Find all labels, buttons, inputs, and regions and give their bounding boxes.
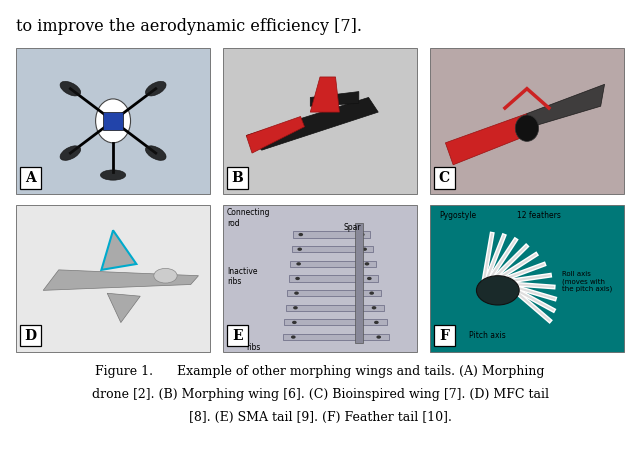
Ellipse shape (60, 81, 81, 96)
Text: [8]. (E) SMA tail [9]. (F) Feather tail [10].: [8]. (E) SMA tail [9]. (F) Feather tail … (189, 411, 451, 424)
Circle shape (362, 247, 367, 251)
Circle shape (367, 277, 372, 280)
Text: B: B (232, 171, 243, 185)
Bar (283, 334, 389, 340)
Ellipse shape (145, 81, 166, 96)
Bar (293, 232, 370, 237)
Circle shape (374, 321, 379, 324)
Bar (223, 205, 417, 352)
Circle shape (372, 306, 376, 310)
Ellipse shape (60, 146, 81, 160)
Circle shape (365, 262, 369, 266)
Bar (292, 246, 372, 252)
Bar (434, 167, 455, 189)
Bar (355, 223, 363, 343)
Polygon shape (246, 98, 378, 150)
Ellipse shape (476, 276, 519, 305)
Text: Spar: Spar (343, 223, 361, 232)
Circle shape (295, 277, 300, 280)
Ellipse shape (100, 170, 125, 180)
Bar (103, 112, 123, 130)
Circle shape (296, 262, 301, 266)
Circle shape (298, 233, 303, 236)
Ellipse shape (154, 268, 177, 283)
Bar (290, 261, 376, 267)
Text: E: E (232, 329, 243, 342)
Bar (227, 167, 248, 189)
Text: A: A (25, 171, 36, 185)
Text: Pitch axis: Pitch axis (468, 331, 506, 340)
Bar (16, 48, 210, 194)
Text: to improve the aerodynamic efficiency [7].: to improve the aerodynamic efficiency [7… (16, 18, 362, 35)
Circle shape (298, 247, 302, 251)
Text: Inactive
ribs: Inactive ribs (227, 267, 257, 286)
Polygon shape (108, 293, 140, 322)
Bar (284, 319, 387, 326)
Text: 12 feathers: 12 feathers (517, 211, 561, 220)
Polygon shape (310, 77, 339, 112)
Bar (16, 205, 210, 352)
Bar (223, 48, 417, 194)
Bar (285, 305, 384, 311)
Text: D: D (24, 329, 36, 342)
Bar (430, 205, 624, 352)
Ellipse shape (515, 115, 539, 141)
Polygon shape (445, 114, 527, 165)
Text: Roll axis
(moves with
the pitch axis): Roll axis (moves with the pitch axis) (562, 271, 612, 292)
Circle shape (292, 321, 297, 324)
Circle shape (360, 233, 365, 236)
Circle shape (376, 336, 381, 339)
Bar (20, 325, 41, 346)
Ellipse shape (145, 146, 166, 160)
Bar (20, 167, 41, 189)
Bar (287, 290, 381, 296)
Bar (289, 276, 378, 281)
Bar (227, 325, 248, 346)
Text: Figure 1.      Example of other morphing wings and tails. (A) Morphing: Figure 1. Example of other morphing wing… (95, 365, 545, 379)
Circle shape (291, 336, 296, 339)
Text: C: C (438, 171, 450, 185)
Text: Pygostyle: Pygostyle (440, 211, 477, 220)
Bar (430, 48, 624, 194)
Text: drone [2]. (B) Morphing wing [6]. (C) Bioinspired wing [7]. (D) MFC tail: drone [2]. (B) Morphing wing [6]. (C) Bi… (92, 388, 548, 401)
Bar (434, 325, 455, 346)
Polygon shape (310, 92, 359, 106)
Polygon shape (527, 84, 605, 128)
Text: Connecting
rod: Connecting rod (227, 208, 270, 228)
Text: ribs: ribs (246, 343, 260, 352)
Circle shape (369, 291, 374, 295)
Text: F: F (439, 329, 449, 342)
Ellipse shape (95, 99, 131, 143)
Polygon shape (246, 117, 305, 153)
Circle shape (293, 306, 298, 310)
Circle shape (294, 291, 299, 295)
Polygon shape (43, 270, 198, 291)
Polygon shape (101, 230, 136, 270)
